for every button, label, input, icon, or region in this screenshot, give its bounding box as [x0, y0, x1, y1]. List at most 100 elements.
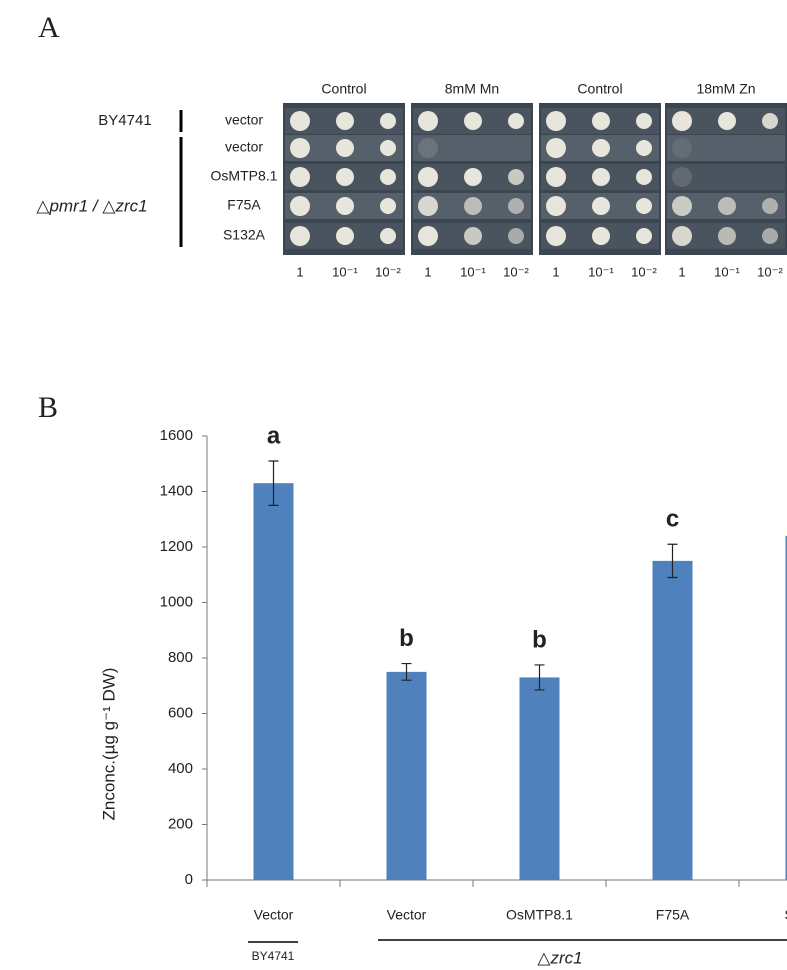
- bar: [387, 672, 427, 880]
- colony-spot: [672, 226, 692, 246]
- colony-spot: [636, 113, 652, 129]
- dilution-label: 10⁻²: [757, 264, 783, 279]
- y-tick-label: 800: [168, 649, 193, 666]
- colony-spot: [592, 112, 610, 130]
- y-tick-label: 600: [168, 704, 193, 721]
- y-tick-label: 0: [185, 871, 193, 888]
- dilution-label: 10⁻²: [631, 264, 657, 279]
- colony-spot: [546, 226, 566, 246]
- colony-spot: [464, 197, 482, 215]
- colony-spot: [508, 198, 524, 214]
- colony-spot: [380, 198, 396, 214]
- colony-spot: [380, 169, 396, 185]
- colony-spot: [290, 138, 310, 158]
- colony-spot: [464, 168, 482, 186]
- colony-spot: [546, 138, 566, 158]
- colony-spot: [418, 111, 438, 131]
- bar: [520, 677, 560, 880]
- panel-label: A: [38, 11, 60, 44]
- bar: [254, 483, 294, 880]
- colony-spot: [336, 139, 354, 157]
- colony-spot: [380, 140, 396, 156]
- colony-spot: [636, 228, 652, 244]
- condition-label: 18mM Zn: [696, 81, 755, 97]
- strain-label: △pmr1 / △zrc1: [36, 196, 147, 215]
- colony-spot: [672, 167, 692, 187]
- colony-spot: [718, 112, 736, 130]
- dilution-label: 1: [424, 264, 431, 279]
- x-tick-label: OsMTP8.1: [506, 907, 573, 923]
- colony-spot: [592, 168, 610, 186]
- y-tick-label: 1200: [160, 538, 193, 555]
- colony-spot: [380, 113, 396, 129]
- y-tick-label: 1400: [160, 482, 193, 499]
- colony-spot: [762, 113, 778, 129]
- dilution-label: 10⁻¹: [332, 264, 358, 279]
- colony-spot: [672, 111, 692, 131]
- y-tick-label: 1000: [160, 593, 193, 610]
- row-label: OsMTP8.1: [211, 168, 278, 184]
- dilution-label: 10⁻¹: [714, 264, 740, 279]
- group-label: △zrc1: [537, 948, 582, 967]
- colony-spot: [636, 169, 652, 185]
- colony-spot: [380, 228, 396, 244]
- dilution-label: 1: [296, 264, 303, 279]
- significance-letter: b: [532, 626, 547, 653]
- dilution-label: 10⁻²: [375, 264, 401, 279]
- dilution-label: 10⁻²: [503, 264, 529, 279]
- colony-spot: [418, 167, 438, 187]
- colony-spot: [464, 227, 482, 245]
- colony-spot: [636, 198, 652, 214]
- colony-spot: [718, 227, 736, 245]
- y-tick-label: 400: [168, 760, 193, 777]
- row-label: S132A: [223, 227, 266, 243]
- colony-spot: [672, 196, 692, 216]
- colony-spot: [718, 197, 736, 215]
- x-tick-label: Vector: [254, 907, 294, 923]
- colony-spot: [592, 227, 610, 245]
- condition-label: Control: [321, 81, 366, 97]
- colony-spot: [336, 112, 354, 130]
- colony-spot: [418, 196, 438, 216]
- row-label: vector: [225, 139, 263, 155]
- dilution-label: 10⁻¹: [460, 264, 486, 279]
- colony-spot: [508, 228, 524, 244]
- colony-spot: [336, 197, 354, 215]
- colony-spot: [290, 226, 310, 246]
- colony-spot: [290, 111, 310, 131]
- colony-spot: [418, 226, 438, 246]
- colony-spot: [546, 111, 566, 131]
- colony-spot: [508, 113, 524, 129]
- colony-spot: [508, 169, 524, 185]
- panel-label: B: [38, 391, 58, 424]
- condition-label: Control: [577, 81, 622, 97]
- colony-spot: [762, 198, 778, 214]
- colony-spot: [546, 167, 566, 187]
- y-tick-label: 200: [168, 815, 193, 832]
- colony-spot: [290, 167, 310, 187]
- x-tick-label: Vector: [387, 907, 427, 923]
- significance-letter: c: [666, 506, 679, 533]
- row-label: F75A: [227, 197, 261, 213]
- colony-spot: [762, 228, 778, 244]
- colony-spot: [464, 112, 482, 130]
- colony-spot: [290, 196, 310, 216]
- colony-spot: [418, 138, 438, 158]
- x-tick-label: F75A: [656, 907, 690, 923]
- dilution-label: 10⁻¹: [588, 264, 614, 279]
- y-tick-label: 1600: [160, 427, 193, 444]
- colony-spot: [592, 197, 610, 215]
- colony-spot: [636, 140, 652, 156]
- condition-label: 8mM Mn: [445, 81, 499, 97]
- colony-spot: [336, 168, 354, 186]
- group-label: BY4741: [252, 949, 295, 963]
- colony-spot: [672, 138, 692, 158]
- dilution-label: 1: [552, 264, 559, 279]
- colony-spot: [546, 196, 566, 216]
- figure: A B BY4741 △pmr1 / △zrc1 Znconc.(µg g⁻¹ …: [0, 0, 787, 970]
- y-axis-label: Znconc.(µg g⁻¹ DW): [99, 668, 118, 821]
- colony-spot: [336, 227, 354, 245]
- significance-letter: a: [267, 422, 281, 449]
- colony-spot: [592, 139, 610, 157]
- row-label: vector: [225, 112, 263, 128]
